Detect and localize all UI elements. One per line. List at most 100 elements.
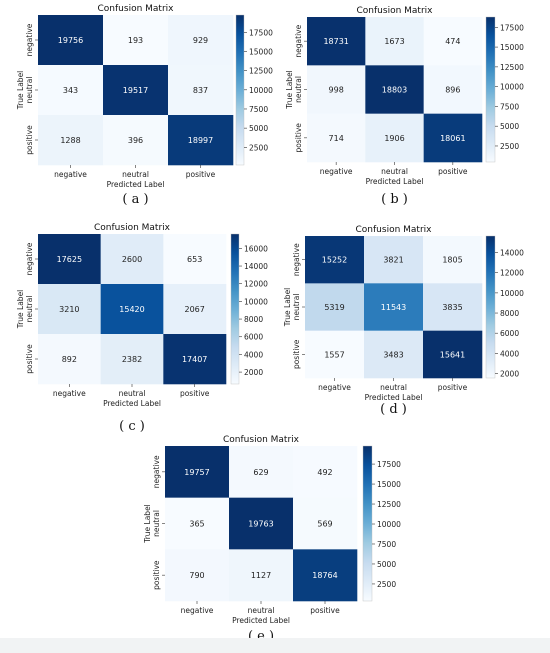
horizontal-scrollbar[interactable] xyxy=(0,638,550,653)
cell-value-label: 15641 xyxy=(440,350,465,359)
x-tick-label: positive xyxy=(438,383,468,392)
heatmap-cell xyxy=(168,15,234,66)
confusion-matrix-panel-c: Confusion Matrix 17625 2600 653 3210 15420 206… xyxy=(16,223,268,434)
colorbar-tick-label: 17500 xyxy=(249,28,273,37)
figure-caption: ( c ) xyxy=(119,419,145,434)
heatmap-cell xyxy=(423,236,483,284)
y-tick-label: positive xyxy=(152,560,161,590)
cell-value-label: 653 xyxy=(187,255,202,264)
heatmap-cell xyxy=(229,497,294,550)
chart-title: Confusion Matrix xyxy=(223,435,300,445)
heatmap-cell xyxy=(168,65,234,116)
heatmap-cell xyxy=(38,15,104,66)
cell-value-label: 19756 xyxy=(58,36,83,45)
cell-value-label: 569 xyxy=(317,520,332,529)
x-tick-label: negative xyxy=(318,383,351,392)
cell-value-label: 19763 xyxy=(248,520,273,529)
heatmap-cell xyxy=(365,17,424,66)
colorbar-tick-label: 14000 xyxy=(500,249,524,258)
x-tick-label: neutral xyxy=(122,170,149,179)
y-tick-label: negative xyxy=(25,23,34,56)
chart-title: Confusion Matrix xyxy=(98,4,175,14)
colorbar-tick-label: 6000 xyxy=(500,329,519,338)
x-tick-label: positive xyxy=(180,389,210,398)
x-axis-label: Predicted Label xyxy=(366,177,424,186)
heatmap-cell xyxy=(305,330,365,379)
heatmap-cell xyxy=(293,549,358,602)
cell-value-label: 365 xyxy=(189,520,204,529)
cell-value-label: 15420 xyxy=(119,305,144,314)
colorbar-tick-label: 17500 xyxy=(500,23,524,32)
y-axis-label: True Label xyxy=(285,70,294,110)
colorbar-tick-label: 12500 xyxy=(500,63,524,72)
x-tick-label: negative xyxy=(320,167,353,176)
heatmap-cell xyxy=(305,283,365,331)
cell-value-label: 3835 xyxy=(442,303,462,312)
cell-value-label: 396 xyxy=(128,136,143,145)
heatmap-cell xyxy=(38,234,101,285)
heatmap-cell xyxy=(229,446,294,498)
colorbar-tick-label: 10000 xyxy=(244,297,268,306)
colorbar-tick-label: 15000 xyxy=(377,480,401,489)
x-tick-label: positive xyxy=(186,170,216,179)
colorbar xyxy=(485,235,496,379)
cell-value-label: 1127 xyxy=(251,571,271,580)
cell-value-label: 2382 xyxy=(122,355,142,364)
heatmap-cell xyxy=(364,236,424,284)
heatmap-cell xyxy=(229,549,294,602)
x-tick-label: positive xyxy=(310,606,340,615)
cell-value-label: 1673 xyxy=(384,37,404,46)
colorbar-tick-label: 5000 xyxy=(377,560,396,569)
x-axis-label: Predicted Label xyxy=(103,399,161,408)
x-tick-label: positive xyxy=(438,167,468,176)
y-axis-label: True Label xyxy=(283,288,292,328)
colorbar-tick-label: 10000 xyxy=(500,83,524,92)
cell-value-label: 18731 xyxy=(323,37,348,46)
heatmap-cell xyxy=(38,65,104,116)
confusion-matrix-panel-d: Confusion Matrix 15252 3821 1805 5319 11543 38… xyxy=(283,225,524,417)
colorbar-tick-label: 7500 xyxy=(377,540,396,549)
x-tick-label: neutral xyxy=(119,389,146,398)
colorbar-tick-label: 5000 xyxy=(500,122,519,131)
cell-value-label: 3821 xyxy=(383,256,403,265)
confusion-matrix-panel-b: Confusion Matrix 18731 1673 474 998 18803 896 7… xyxy=(285,6,524,207)
cell-value-label: 1805 xyxy=(442,256,462,265)
x-axis-label: Predicted Label xyxy=(365,393,423,402)
colorbar-tick-label: 10000 xyxy=(249,86,273,95)
heatmap-cell xyxy=(423,65,483,114)
y-tick-label: neutral xyxy=(292,294,301,321)
heatmap-cell xyxy=(307,113,366,163)
cell-value-label: 492 xyxy=(317,468,332,477)
cell-value-label: 18764 xyxy=(312,571,337,580)
colorbar-tick-label: 2500 xyxy=(500,142,519,151)
figure-caption: ( b ) xyxy=(381,192,408,207)
chart-title: Confusion Matrix xyxy=(357,6,434,16)
heatmap-cell xyxy=(38,284,101,335)
confusion-matrix-panel-a: Confusion Matrix 19756 193 929 343 19517 837 12… xyxy=(16,4,273,207)
x-tick-label: negative xyxy=(181,606,214,615)
cell-value-label: 929 xyxy=(193,36,208,45)
colorbar-tick-label: 8000 xyxy=(244,315,263,324)
cell-value-label: 15252 xyxy=(322,256,347,265)
colorbar-tick-label: 10000 xyxy=(500,289,524,298)
colorbar-tick-label: 12500 xyxy=(249,67,273,76)
heatmap-cell xyxy=(307,65,366,114)
colorbar-tick-label: 4000 xyxy=(244,350,263,359)
heatmap-cell xyxy=(103,65,169,116)
cell-value-label: 343 xyxy=(63,86,78,95)
y-tick-label: neutral xyxy=(152,510,161,537)
y-tick-label: neutral xyxy=(25,77,34,104)
cell-value-label: 790 xyxy=(189,571,204,580)
cell-value-label: 17625 xyxy=(57,255,82,264)
x-axis-label: Predicted Label xyxy=(107,180,165,189)
cell-value-label: 11543 xyxy=(381,303,406,312)
x-tick-label: neutral xyxy=(248,606,275,615)
y-tick-label: positive xyxy=(25,125,34,155)
colorbar-tick-label: 2000 xyxy=(500,370,519,379)
colorbar-tick-label: 12000 xyxy=(244,280,268,289)
colorbar-tick-label: 8000 xyxy=(500,309,519,318)
y-axis-label: True Label xyxy=(16,290,25,330)
cell-value-label: 896 xyxy=(445,86,460,95)
colorbar-tick-label: 15000 xyxy=(249,47,273,56)
y-tick-label: negative xyxy=(294,24,303,57)
